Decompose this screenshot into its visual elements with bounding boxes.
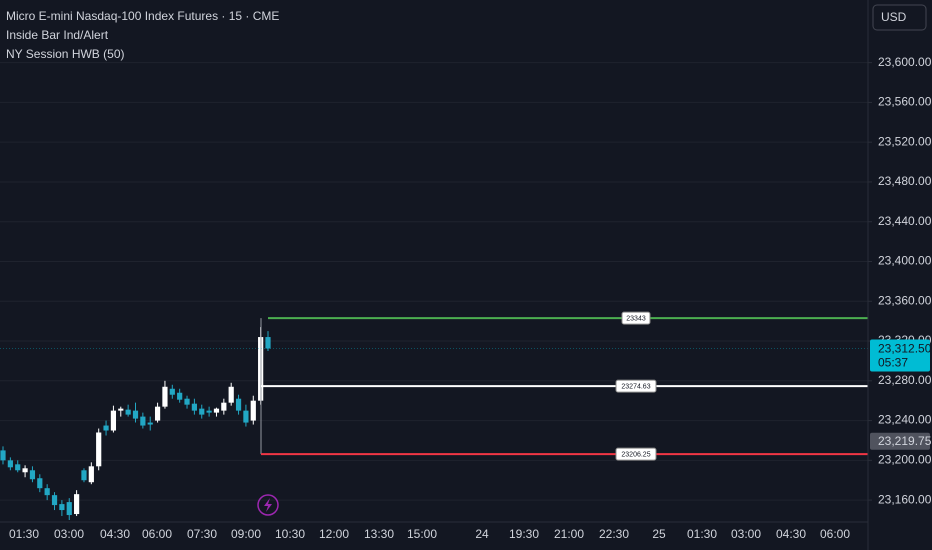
candle-body — [199, 408, 205, 415]
y-tick-label: 23,240.00 — [878, 413, 932, 427]
x-tick-label: 07:30 — [187, 527, 217, 541]
candle-body — [22, 468, 28, 473]
candle-body — [213, 408, 220, 413]
candle-body — [162, 386, 168, 407]
candle-body — [51, 495, 58, 506]
y-tick-label: 23,480.00 — [878, 174, 932, 188]
x-tick-label: 22:30 — [599, 527, 629, 541]
level-label: 23274.63 — [621, 383, 650, 390]
candle-body — [140, 416, 146, 426]
candle-body — [81, 470, 87, 481]
candle-body — [243, 410, 249, 423]
candle-body — [74, 494, 80, 515]
level-label: 23343 — [626, 316, 646, 323]
y-tick-label: 23,560.00 — [878, 95, 932, 109]
level-label-box — [621, 311, 651, 325]
x-tick-label: 06:00 — [820, 527, 850, 541]
level-label: 23206.25 — [621, 451, 650, 458]
alert-circle[interactable] — [257, 494, 279, 516]
indicator-label[interactable]: Inside Bar Ind/Alert — [6, 28, 109, 42]
candle-body — [7, 460, 13, 468]
y-tick-label: 23,520.00 — [878, 134, 932, 148]
y-tick-label: 23,200.00 — [878, 453, 932, 467]
x-tick-label: 10:30 — [275, 527, 305, 541]
alert-icon[interactable] — [257, 494, 279, 516]
candle-body — [103, 425, 109, 431]
candle-body — [96, 432, 102, 467]
alert-bolt[interactable] — [264, 498, 272, 512]
x-tick-label: 25 — [652, 527, 666, 541]
x-tick-label: 15:00 — [407, 527, 437, 541]
y-tick-label: 23,360.00 — [878, 293, 932, 307]
candle-body — [228, 386, 234, 403]
plot: 23343 23274.63 23206.25 — [0, 311, 868, 520]
marker-price-badge — [870, 432, 930, 450]
x-tick-label: 19:30 — [509, 527, 539, 541]
chart-title: Micro E-mini Nasdaq-100 Index Futures · … — [6, 9, 279, 23]
candle-body — [191, 403, 197, 411]
y-tick-label: 23,600.00 — [878, 55, 932, 69]
x-tick-label: 03:00 — [731, 527, 761, 541]
last-price-label: 23,312.50 — [878, 342, 932, 356]
candle-body — [132, 410, 139, 419]
candle-body — [118, 408, 124, 411]
candle-body — [154, 406, 161, 421]
x-tick-label: 01:30 — [9, 527, 39, 541]
candle-body — [221, 402, 227, 411]
candle-body — [0, 450, 6, 461]
y-tick-label: 23,280.00 — [878, 373, 932, 387]
x-tick-label: 06:00 — [142, 527, 172, 541]
currency-label[interactable]: USD — [881, 10, 907, 24]
level-label-box — [615, 379, 657, 393]
axes: 23,160.00 23,200.00 23,240.00 23,280.00 23,3… — [9, 55, 932, 541]
candle-body — [147, 422, 153, 425]
candle-body — [235, 398, 242, 411]
currency-button[interactable] — [872, 4, 927, 31]
candle-body — [206, 410, 212, 413]
x-tick-label: 03:00 — [54, 527, 84, 541]
candle-body — [184, 398, 190, 405]
candle-body — [250, 400, 256, 421]
candle-body — [59, 504, 65, 511]
marker-price-label: 23,219.75 — [878, 434, 932, 448]
x-tick-label: 12:00 — [319, 527, 349, 541]
y-tick-label: 23,400.00 — [878, 254, 932, 268]
x-tick-label: 13:30 — [364, 527, 394, 541]
last-price-badge — [870, 339, 930, 372]
y-tick-label: 23,440.00 — [878, 214, 932, 228]
candle-body — [125, 409, 131, 415]
y-tick-label: 23,160.00 — [878, 492, 932, 506]
candle-body — [265, 337, 271, 349]
candle-body — [37, 478, 43, 489]
x-tick-label: 01:30 — [687, 527, 717, 541]
candle-body — [88, 466, 94, 483]
candle-body — [169, 388, 175, 395]
candle-body — [66, 502, 72, 516]
indicator-label[interactable]: NY Session HWB (50) — [6, 47, 124, 61]
x-tick-label: 09:00 — [231, 527, 261, 541]
x-tick-label: 21:00 — [554, 527, 584, 541]
level-label-box — [615, 447, 657, 461]
x-tick-label: 04:30 — [776, 527, 806, 541]
countdown-label: 05:37 — [878, 356, 908, 370]
candle-body — [15, 464, 21, 471]
x-tick-label: 24 — [475, 527, 489, 541]
candle-body — [177, 392, 183, 400]
x-tick-label: 04:30 — [100, 527, 130, 541]
candle-body — [29, 470, 36, 480]
candle-body — [110, 410, 117, 431]
candle-body — [44, 488, 50, 496]
